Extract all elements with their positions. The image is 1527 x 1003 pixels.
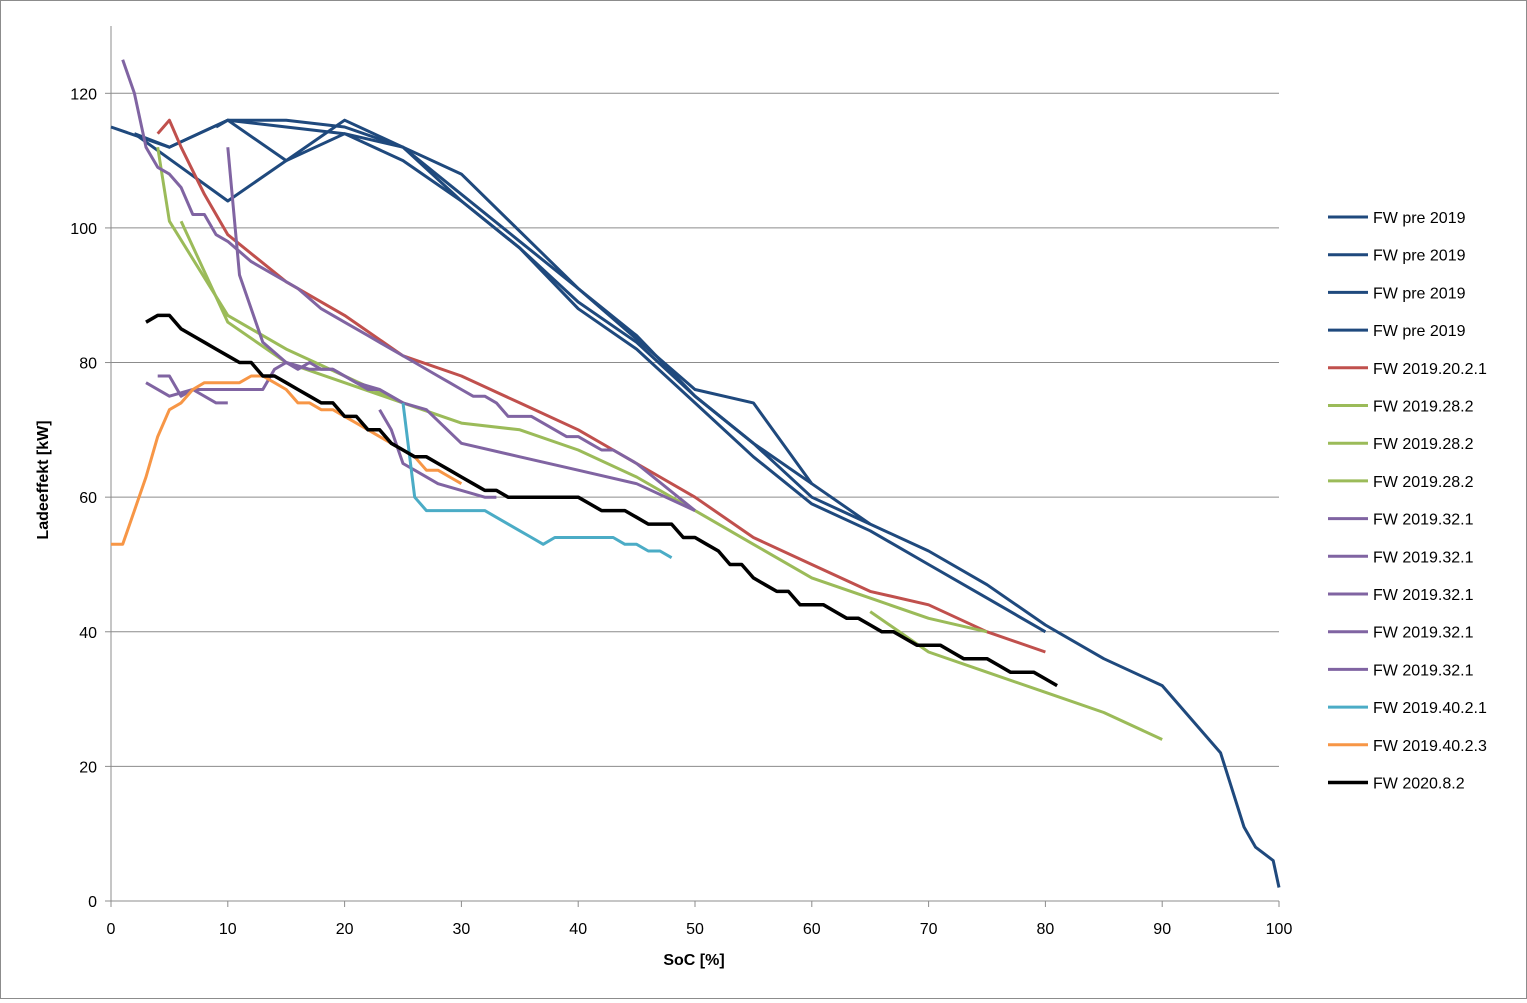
series-line-7: [179, 220, 404, 405]
legend-label: FW 2019.20.2.1: [1373, 361, 1487, 378]
x-tick-label: 60: [803, 921, 821, 938]
series-line-6: [156, 146, 988, 634]
x-tick-label: 50: [686, 921, 704, 938]
series-line-13: [378, 408, 497, 499]
legend-label: FW 2019.28.2: [1373, 474, 1474, 491]
legend-label: FW pre 2019: [1373, 323, 1466, 340]
legend-label: FW 2019.32.1: [1373, 662, 1474, 679]
y-tick-label: 100: [70, 221, 97, 238]
series-line-9: [121, 59, 696, 512]
x-tick-label: 20: [336, 921, 354, 938]
y-tick-label: 120: [70, 86, 97, 103]
legend-label: FW pre 2019: [1373, 285, 1466, 302]
legend-label: FW 2019.28.2: [1373, 436, 1474, 453]
gridlines: [111, 92, 1279, 767]
tick-labels: 0 20 40 60 80 100 120 0 10 20 30 40 50 60 70 80 90 100: [70, 86, 1292, 938]
legend-label: FW 2019.40.2.1: [1373, 700, 1487, 717]
x-tick-label: 0: [107, 921, 116, 938]
y-tick-label: 60: [79, 490, 97, 507]
axes: [105, 26, 1280, 907]
x-tick-label: 90: [1153, 921, 1171, 938]
legend-label: FW pre 2019: [1373, 210, 1466, 227]
legend-label: FW 2019.32.1: [1373, 625, 1474, 642]
series-lines: [110, 59, 1281, 888]
x-tick-label: 100: [1266, 921, 1293, 938]
series-line-16: [145, 313, 1058, 688]
y-tick-label: 80: [79, 356, 97, 373]
legend-label: FW 2019.32.1: [1373, 549, 1474, 566]
legend-label: FW pre 2019: [1373, 248, 1466, 265]
series-line-8: [869, 610, 1163, 741]
legend: FW pre 2019 FW pre 2019 FW pre 2019 FW pre …: [1328, 210, 1487, 793]
x-tick-label: 30: [453, 921, 471, 938]
series-line-5: [156, 118, 1046, 654]
x-tick-label: 70: [920, 921, 938, 938]
y-tick-label: 40: [79, 625, 97, 642]
x-tick-label: 40: [569, 921, 587, 938]
series-line-14: [401, 402, 673, 559]
legend-label: FW 2019.40.2.3: [1373, 738, 1487, 755]
legend-label: FW 2019.32.1: [1373, 512, 1474, 529]
y-axis-title: Ladeeffekt [kW]: [35, 420, 52, 539]
x-tick-label: 10: [219, 921, 237, 938]
x-tick-label: 80: [1037, 921, 1055, 938]
series-line-2: [133, 118, 1047, 634]
series-line-4: [133, 132, 813, 485]
x-axis-title: SoC [%]: [663, 952, 724, 969]
legend-label: FW 2019.32.1: [1373, 587, 1474, 604]
legend-label: FW 2019.28.2: [1373, 399, 1474, 416]
y-tick-label: 0: [88, 894, 97, 911]
y-tick-label: 20: [79, 759, 97, 776]
series-line-1: [110, 118, 1281, 888]
legend-label: FW 2020.8.2: [1373, 776, 1465, 793]
series-line-12: [157, 361, 404, 405]
